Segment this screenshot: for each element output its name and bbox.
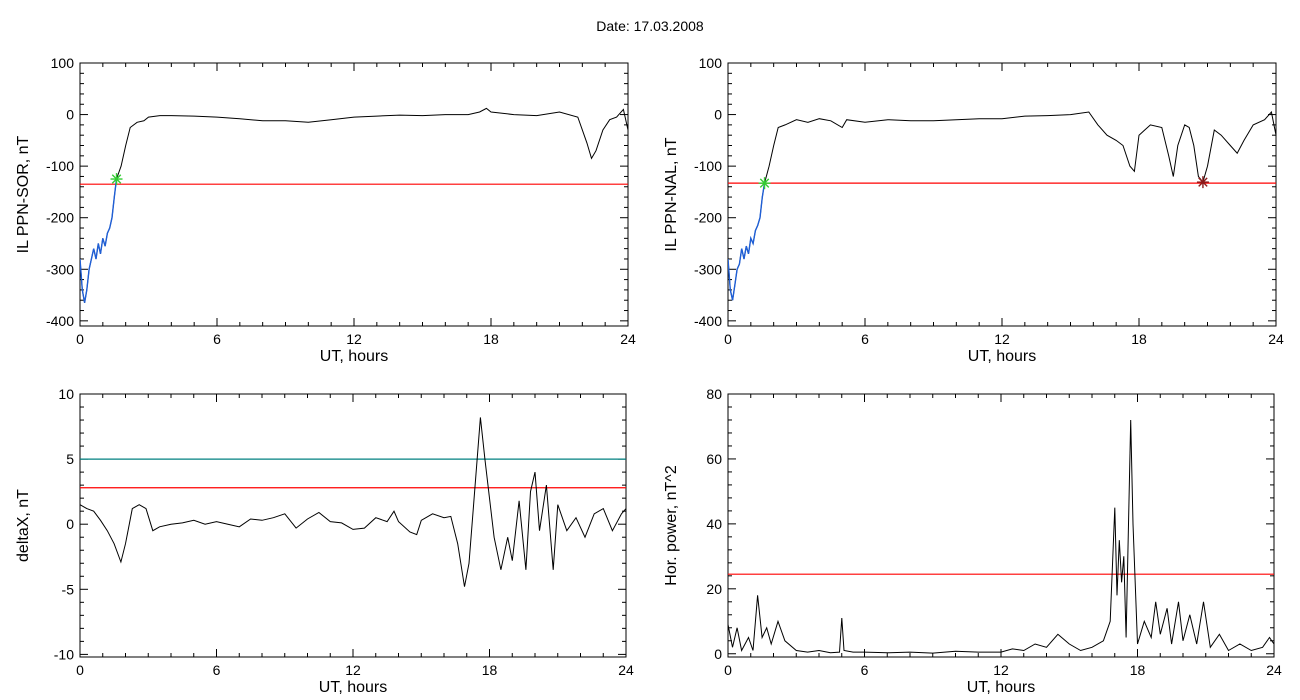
y-tick-label: 0 xyxy=(66,107,74,123)
x-tick-label: 18 xyxy=(483,331,499,347)
x-tick-label: 18 xyxy=(1131,331,1147,347)
y-tick-label: -200 xyxy=(694,210,722,226)
x-axis-label: UT, hours xyxy=(320,348,388,365)
plot-frame xyxy=(727,62,1277,327)
y-axis-label: deltaX, nT xyxy=(15,489,32,562)
data-line xyxy=(80,107,628,303)
y-tick-label: 10 xyxy=(58,386,74,402)
y-tick-label: -5 xyxy=(62,581,75,597)
y-axis-label: IL PPN-SOR, nT xyxy=(15,135,32,253)
y-tick-label: -100 xyxy=(694,158,722,174)
x-tick-label: 0 xyxy=(76,662,84,678)
y-tick-label: -400 xyxy=(46,313,74,329)
x-tick-label: 12 xyxy=(994,331,1010,347)
x-tick-label: 12 xyxy=(346,331,362,347)
marker-asterisk xyxy=(110,173,123,186)
y-tick-label: -100 xyxy=(46,158,74,174)
x-axis-label: UT, hours xyxy=(319,679,387,696)
marker-stroke xyxy=(111,174,122,184)
x-tick-label: 6 xyxy=(213,662,221,678)
y-tick-label: 20 xyxy=(706,581,722,597)
y-tick-label: -400 xyxy=(694,313,722,329)
data-line xyxy=(728,419,1274,654)
data-line xyxy=(728,110,1276,301)
y-tick-label: 40 xyxy=(706,516,722,532)
y-tick-label: 5 xyxy=(66,451,74,467)
x-tick-label: 24 xyxy=(1268,331,1284,347)
x-tick-label: 24 xyxy=(618,662,634,678)
y-tick-label: -300 xyxy=(694,261,722,277)
x-tick-label: 6 xyxy=(861,662,869,678)
plot-frame xyxy=(727,393,1275,658)
page-title: Date: 17.03.2008 xyxy=(596,18,704,34)
y-tick-label: 100 xyxy=(699,55,723,71)
chart-power: 0 6 12 18 24 0 20 40 60 80 UT, hours Hor. power, nT… xyxy=(663,386,1282,696)
y-tick-label: -10 xyxy=(54,646,74,662)
chart-nal: 0 6 12 18 24 -400 -300 -200 -100 0 100 UT, hours IL … xyxy=(663,55,1284,365)
chart-sor: 0 6 12 18 24 -400 -300 -200 -100 0 100 UT, hours IL … xyxy=(15,55,636,365)
y-axis-label: IL PPN-NAL, nT xyxy=(663,137,680,251)
marker-asterisk-2 xyxy=(1196,176,1209,189)
plot-frame xyxy=(79,62,629,327)
x-tick-label: 0 xyxy=(76,331,84,347)
y-tick-label: 60 xyxy=(706,451,722,467)
chart-deltax: 0 6 12 18 24 -10 -5 0 5 10 UT, hours deltaX, nT xyxy=(15,386,634,696)
y-tick-label: -300 xyxy=(46,261,74,277)
highlight-line xyxy=(80,178,118,303)
plot-frame xyxy=(79,393,627,658)
marker-stroke xyxy=(759,178,770,188)
x-tick-label: 24 xyxy=(1266,662,1282,678)
highlight-line xyxy=(728,183,766,301)
x-tick-label: 0 xyxy=(724,331,732,347)
y-tick-label: 0 xyxy=(66,516,74,532)
x-tick-label: 18 xyxy=(482,662,498,678)
y-tick-label: 0 xyxy=(714,646,722,662)
y-tick-label: -200 xyxy=(46,210,74,226)
x-tick-label: 6 xyxy=(213,331,221,347)
x-tick-label: 0 xyxy=(724,662,732,678)
x-tick-label: 24 xyxy=(620,331,636,347)
x-tick-label: 6 xyxy=(861,331,869,347)
y-tick-label: 100 xyxy=(51,55,75,71)
y-tick-label: 0 xyxy=(714,107,722,123)
x-axis-label: UT, hours xyxy=(967,679,1035,696)
marker-asterisk xyxy=(758,177,771,190)
y-tick-label: 80 xyxy=(706,386,722,402)
x-axis-label: UT, hours xyxy=(968,348,1036,365)
x-tick-label: 18 xyxy=(1130,662,1146,678)
data-line xyxy=(80,417,626,587)
x-tick-label: 12 xyxy=(993,662,1009,678)
y-axis-label: Hor. power, nT^2 xyxy=(663,465,680,586)
marker-stroke xyxy=(1198,177,1208,187)
x-tick-label: 12 xyxy=(345,662,361,678)
